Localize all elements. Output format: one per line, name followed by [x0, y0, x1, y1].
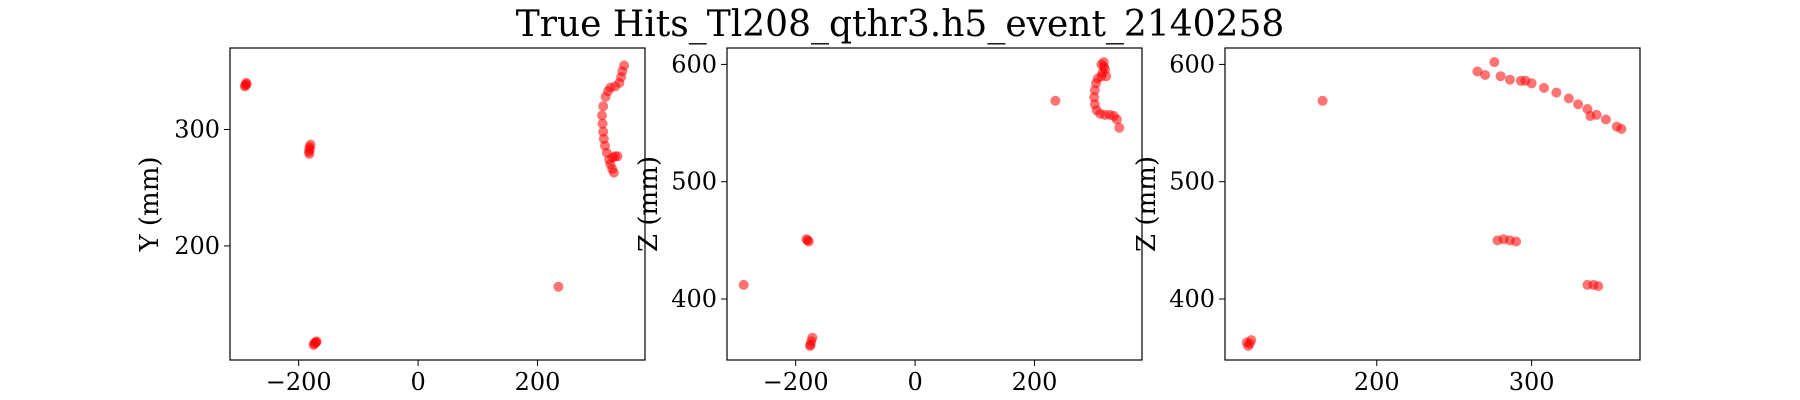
- plot-frame: [1224, 47, 1641, 361]
- plot-frame: [726, 47, 1143, 361]
- hit-point: [553, 281, 564, 292]
- hit-point: [1317, 95, 1328, 106]
- hit-point: [738, 279, 749, 290]
- hit-point: [1539, 82, 1549, 93]
- hit-point: [1098, 61, 1109, 72]
- x-ticks: −200 0 200: [266, 360, 561, 396]
- hit-point: [608, 167, 619, 178]
- hit-point: [241, 79, 252, 90]
- plot-frame: [229, 47, 646, 361]
- hit-point: [597, 110, 607, 121]
- x-tick-label: −200: [266, 368, 332, 396]
- hit-point: [1114, 122, 1125, 133]
- hit-point: [600, 91, 611, 102]
- scatter-points: [1241, 57, 1627, 351]
- hit-point: [597, 118, 608, 129]
- y-tick-label: 600: [671, 50, 717, 78]
- y-ticks: 400 500 600: [671, 50, 727, 313]
- y-tick-label: 600: [1169, 50, 1215, 78]
- y-tick-label: 400: [1169, 285, 1215, 313]
- y-axis-label: Z (mm): [1132, 156, 1162, 252]
- figure-title: True Hits_Tl208_qthr3.h5_event_2140258: [516, 4, 1285, 45]
- hit-point: [1489, 57, 1500, 68]
- x-tick-label: 200: [515, 368, 561, 396]
- x-tick-label: 0: [410, 368, 425, 396]
- y-tick-label: 500: [1169, 168, 1215, 196]
- hit-point: [1495, 71, 1506, 82]
- y-tick-label: 500: [671, 168, 717, 196]
- y-tick-label: 400: [671, 285, 717, 313]
- x-tick-label: 200: [1354, 368, 1400, 396]
- hit-point: [1480, 70, 1491, 80]
- hit-point: [1101, 71, 1112, 82]
- hit-point: [612, 151, 623, 162]
- y-ticks: 400 500 600: [1169, 50, 1225, 313]
- hit-point: [1593, 281, 1604, 292]
- hit-point: [1244, 338, 1255, 349]
- y-tick-label: 200: [174, 232, 220, 260]
- hit-point: [1551, 87, 1562, 98]
- hit-point: [311, 337, 321, 348]
- subplot-yz: 200 300 400 500 600 Z (mm): [1132, 47, 1641, 396]
- hit-point: [1616, 123, 1627, 134]
- scatter-points: [738, 57, 1125, 351]
- hit-point: [805, 340, 815, 351]
- hit-point: [1472, 66, 1483, 77]
- y-tick-label: 300: [174, 115, 220, 143]
- hit-point: [1050, 95, 1061, 106]
- hit-point: [1504, 74, 1515, 85]
- y-axis-label: Z (mm): [634, 156, 664, 252]
- subplot-xy: −200 0 200 200 300 Y (mm): [135, 47, 646, 396]
- hit-point: [1563, 93, 1574, 104]
- subplot-xz: −200 0 200 400 500 600 Z (mm): [634, 47, 1143, 396]
- x-ticks: 200 300: [1354, 360, 1555, 396]
- hit-point: [1573, 99, 1584, 110]
- x-tick-label: 300: [1509, 368, 1555, 396]
- hit-point: [1511, 236, 1522, 247]
- x-tick-label: 200: [1012, 368, 1058, 396]
- x-tick-label: −200: [763, 368, 829, 396]
- hit-point: [1520, 75, 1531, 86]
- y-ticks: 200 300: [174, 115, 230, 260]
- scatter-points: [239, 60, 630, 350]
- hit-point: [1585, 111, 1596, 121]
- hit-point: [802, 235, 813, 246]
- hit-point: [1111, 114, 1122, 125]
- x-tick-label: 0: [907, 368, 922, 396]
- y-axis-label: Y (mm): [135, 156, 165, 252]
- hit-point: [1600, 114, 1611, 125]
- x-ticks: −200 0 200: [763, 360, 1058, 396]
- hit-point: [598, 101, 609, 112]
- hit-point: [304, 148, 315, 159]
